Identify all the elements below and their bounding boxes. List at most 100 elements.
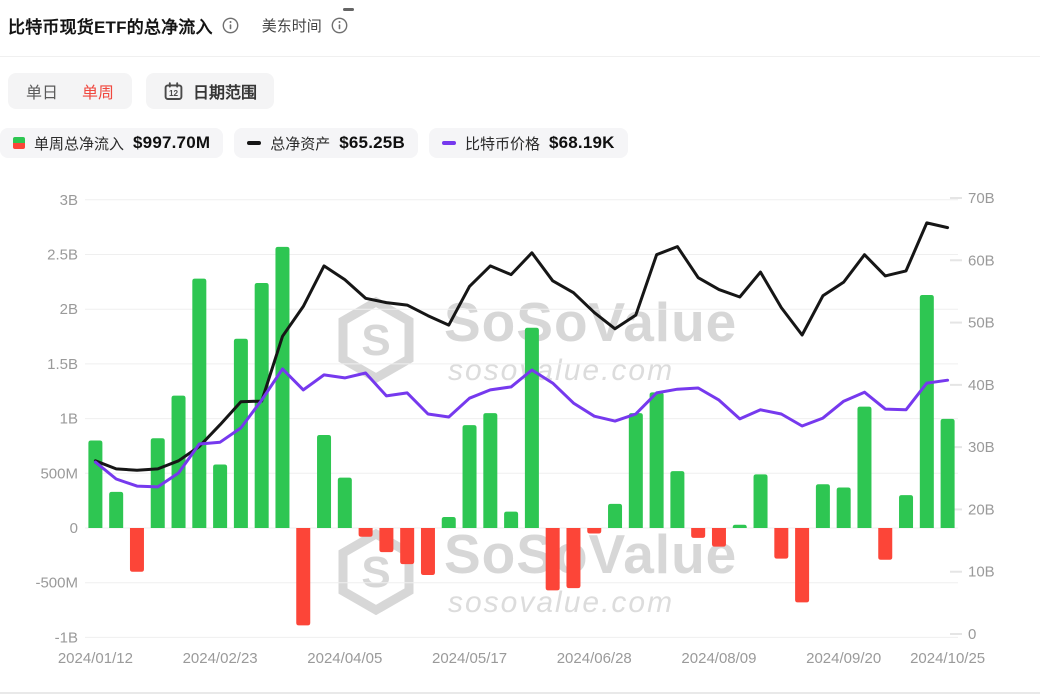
x-axis-label: 2024/10/25 <box>910 650 985 667</box>
x-axis-label: 2024/04/05 <box>307 650 382 667</box>
flow-bar[interactable] <box>400 528 415 565</box>
right-axis-label: 0 <box>968 626 976 643</box>
flow-bar[interactable] <box>711 528 726 547</box>
flow-bar[interactable] <box>649 392 664 528</box>
legend-item-inflow[interactable]: 单周总净流入 $997.70M <box>0 128 224 158</box>
chart-header: 比特币现货ETF的总净流入 美东时间 <box>8 13 348 38</box>
flow-bar[interactable] <box>441 517 456 528</box>
legend-value: $997.70M <box>133 133 211 152</box>
flow-bar[interactable] <box>899 495 914 528</box>
right-axis-label: 70B <box>968 190 995 207</box>
right-axis-label: 20B <box>968 501 995 518</box>
flow-bar[interactable] <box>88 440 103 528</box>
timezone-label: 美东时间 <box>261 18 322 35</box>
flow-bar[interactable] <box>753 474 768 528</box>
flow-bar[interactable] <box>275 246 290 529</box>
legend-label: 总净资产 <box>270 135 331 153</box>
sosovalue-logo-icon: S <box>338 296 414 383</box>
x-axis-label: 2024/05/17 <box>432 650 507 667</box>
flow-bar[interactable] <box>254 282 269 528</box>
flow-bar[interactable] <box>940 418 955 528</box>
x-axis-label: 2024/09/20 <box>806 650 881 667</box>
flows-combo-chart: 3B 2.5B 2B 1.5B 1B 500M 0 -500M -1B 70B 60B 50B 40B 3… <box>35 190 995 667</box>
flow-bar[interactable] <box>774 528 789 559</box>
calendar-icon: 12 <box>164 81 183 100</box>
x-axis-label: 2024/01/12 <box>58 650 133 667</box>
tab-weekly[interactable]: 单周 <box>70 73 126 109</box>
flow-bar[interactable] <box>691 528 706 538</box>
flow-bar[interactable] <box>919 294 934 528</box>
x-axis-label: 2024/06/28 <box>557 650 632 667</box>
flow-bar[interactable] <box>483 413 498 528</box>
inflow-bar-icon <box>13 137 25 149</box>
watermark-brand: SoSoValue <box>444 291 738 353</box>
right-axis-label: 30B <box>968 439 995 456</box>
flow-bar[interactable] <box>545 528 560 591</box>
flow-bar[interactable] <box>150 438 165 528</box>
left-axis-label: 1.5B <box>47 356 78 373</box>
left-axis-label: 1B <box>60 411 78 428</box>
flow-bar[interactable] <box>815 484 830 528</box>
stray-mark <box>343 8 354 11</box>
flow-bar[interactable] <box>504 511 519 528</box>
legend-value: $65.25B <box>339 133 405 152</box>
svg-text:S: S <box>361 548 390 597</box>
price-line <box>93 367 950 489</box>
chart-toolbar: 单日 单周 12 日期范围 <box>8 73 275 109</box>
svg-text:12: 12 <box>169 89 179 98</box>
left-axis-label: 2B <box>60 301 78 318</box>
flow-bar[interactable] <box>213 464 228 528</box>
legend-item-assets[interactable]: 总净资产 $65.25B <box>234 128 418 158</box>
flow-bar[interactable] <box>379 528 394 553</box>
bottom-divider <box>0 692 1040 694</box>
timezone-info-icon[interactable] <box>331 17 348 34</box>
flow-bar[interactable] <box>109 491 124 528</box>
chart-area: S SoSoValue sosovalue.com S SoSoValue so… <box>0 182 1040 694</box>
flow-bar[interactable] <box>628 413 643 528</box>
right-axis-label: 10B <box>968 564 995 581</box>
flow-bar[interactable] <box>857 406 872 528</box>
flow-bar[interactable] <box>420 528 435 576</box>
flow-bar[interactable] <box>317 435 332 528</box>
flow-bar[interactable] <box>192 278 207 528</box>
watermark-site: sosovalue.com <box>448 586 675 619</box>
flow-bar[interactable] <box>337 477 352 528</box>
page-title: 比特币现货ETF的总净流入 <box>8 18 213 37</box>
flow-bar[interactable] <box>795 528 810 603</box>
date-range-button[interactable]: 12 日期范围 <box>146 73 275 109</box>
flow-bar[interactable] <box>608 503 623 528</box>
title-info-icon[interactable] <box>222 17 239 34</box>
left-axis-label: 2.5B <box>47 247 78 264</box>
left-axis-label: 3B <box>60 192 78 209</box>
flow-bar[interactable] <box>732 524 747 528</box>
tab-daily[interactable]: 单日 <box>14 73 70 109</box>
watermark-site: sosovalue.com <box>448 354 675 387</box>
flow-bar[interactable] <box>587 528 602 534</box>
legend-label: 比特币价格 <box>464 135 540 153</box>
flow-bar[interactable] <box>358 528 373 537</box>
legend-item-price[interactable]: 比特币价格 $68.19K <box>428 128 628 158</box>
watermark: S SoSoValue sosovalue.com <box>336 527 737 620</box>
left-axis-label: 0 <box>70 520 78 537</box>
price-line-icon <box>441 140 456 146</box>
date-range-label: 日期范围 <box>193 85 258 102</box>
flow-bar[interactable] <box>129 528 144 572</box>
flow-bar[interactable] <box>296 528 311 626</box>
flow-bar[interactable] <box>233 338 248 528</box>
right-axis-label: 60B <box>968 252 995 269</box>
legend-label: 单周总净流入 <box>34 135 125 153</box>
flow-bar[interactable] <box>878 528 893 560</box>
watermark-brand: SoSoValue <box>444 523 738 585</box>
svg-text:S: S <box>361 316 390 365</box>
flow-bar[interactable] <box>836 487 851 528</box>
flow-bar[interactable] <box>670 471 685 528</box>
right-axis-label: 50B <box>968 315 995 332</box>
watermark: S SoSoValue sosovalue.com <box>336 295 737 388</box>
flow-bar[interactable] <box>524 327 539 528</box>
period-toggle: 单日 单周 <box>8 73 133 109</box>
flow-bar[interactable] <box>566 528 581 589</box>
left-axis-label: -500M <box>35 575 78 592</box>
legend-value: $68.19K <box>548 133 615 152</box>
flow-bar[interactable] <box>462 425 477 528</box>
